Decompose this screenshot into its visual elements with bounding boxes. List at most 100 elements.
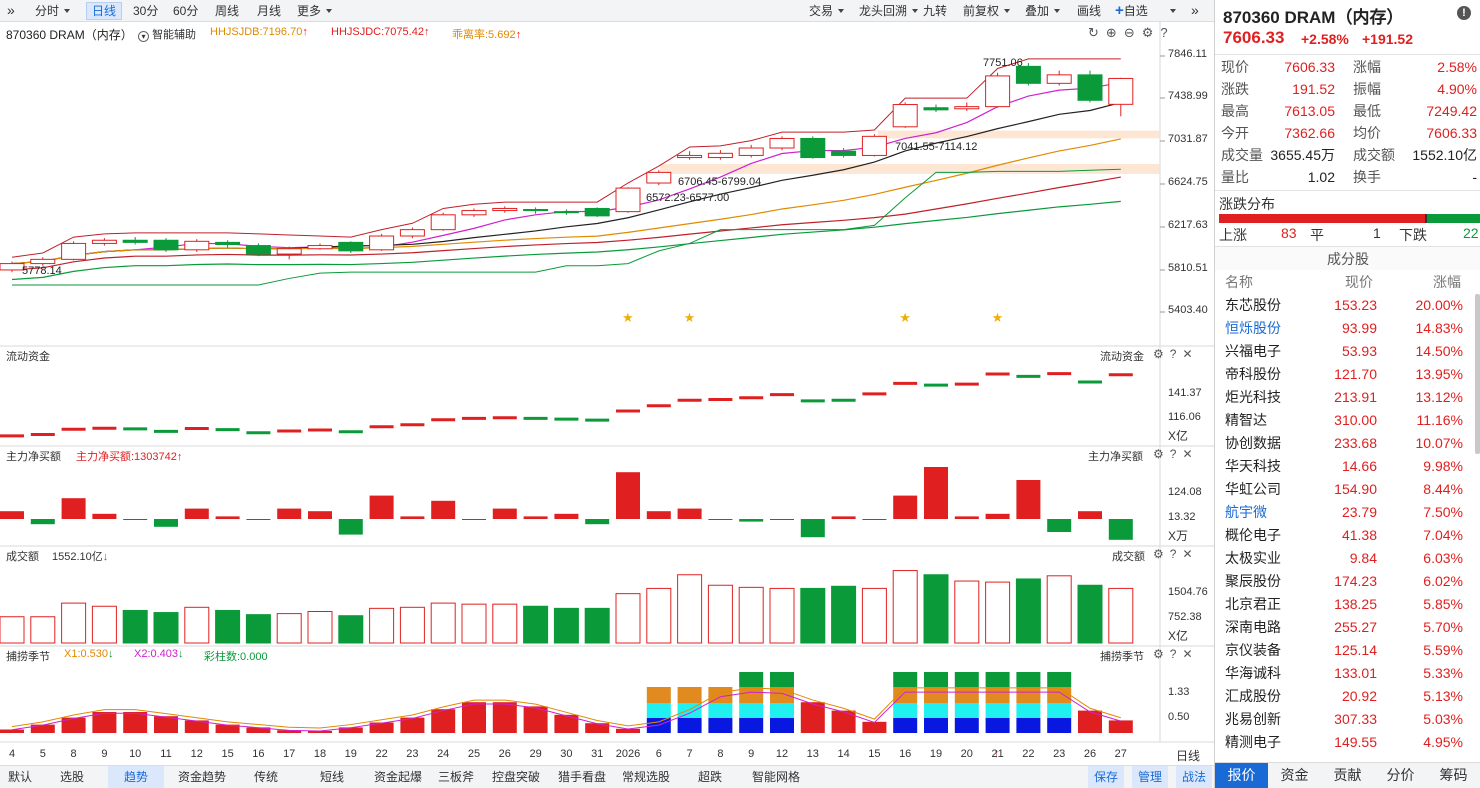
candle-body — [615, 187, 641, 213]
adjust-menu[interactable]: 前复权 — [958, 2, 1015, 20]
constituent-row[interactable]: 华海诚科 133.01 5.33% — [1215, 662, 1480, 685]
strategy-default[interactable]: 默认 — [8, 770, 33, 784]
constituent-row[interactable]: 汇成股份 20.92 5.13% — [1215, 685, 1480, 708]
help-icon[interactable]: ? — [1169, 347, 1183, 361]
strategy-control-break[interactable]: 控盘突破 — [492, 770, 541, 784]
x-tick: 15 — [868, 748, 881, 760]
info-icon[interactable]: ! — [1457, 6, 1471, 20]
tab-quote[interactable]: 报价 — [1215, 763, 1268, 788]
minus-icon[interactable]: ⊖ — [1123, 25, 1142, 40]
constituent-row[interactable]: 兆易创新 307.33 5.03% — [1215, 708, 1480, 731]
tab-chips[interactable]: 筹码 — [1439, 767, 1468, 783]
strategy-select[interactable]: 选股 — [60, 770, 85, 784]
settings-icon[interactable]: ⚙ — [1153, 647, 1170, 661]
help-icon[interactable]: ? — [1160, 25, 1175, 40]
strategy-fund-burst[interactable]: 资金起爆 — [374, 770, 423, 784]
x-tick: 26 — [498, 748, 511, 760]
add-icon[interactable]: ⊕ — [1105, 25, 1124, 40]
constituent-row[interactable]: 概伦电子 41.38 7.04% — [1215, 524, 1480, 547]
manage-button[interactable]: 管理 — [1132, 766, 1169, 788]
scrollbar[interactable] — [1475, 294, 1480, 454]
more-menu[interactable]: 更多 — [292, 2, 337, 20]
tab-contribution[interactable]: 贡献 — [1333, 767, 1362, 783]
refresh-icon[interactable]: ↻ — [1088, 25, 1106, 40]
constituent-row[interactable]: 北京君正 138.25 5.85% — [1215, 593, 1480, 616]
tab-funds[interactable]: 资金 — [1280, 767, 1309, 783]
settings-icon[interactable]: ⚙ — [1153, 347, 1170, 361]
season-bar-segment — [770, 672, 794, 687]
help-icon[interactable]: ? — [1169, 547, 1183, 561]
indicator-hhjsjdb-value: HHJSJDB:7196.70 — [210, 26, 303, 38]
stock-price: 138.25 — [1334, 596, 1377, 612]
constituent-row[interactable]: 恒烁股份 93.99 14.83% — [1215, 317, 1480, 340]
close-icon[interactable]: ✕ — [1182, 647, 1199, 661]
volume-bar — [553, 607, 579, 644]
candle-body — [461, 210, 487, 216]
help-icon[interactable]: ? — [1169, 447, 1183, 461]
constituent-row[interactable]: 精智达 310.00 11.16% — [1215, 409, 1480, 432]
season-bar — [431, 709, 456, 733]
tab-daily[interactable]: 日线 — [86, 2, 123, 20]
panel-icons-season: ⚙?✕ — [1153, 647, 1199, 661]
strategy-fund-trend[interactable]: 资金趋势 — [178, 770, 227, 784]
x-tick: 11 — [160, 748, 172, 760]
constituent-row[interactable]: 航宇微 23.79 7.50% — [1215, 501, 1480, 524]
constituent-row[interactable]: 帝科股份 121.70 13.95% — [1215, 363, 1480, 386]
constituent-row[interactable]: 东芯股份 153.23 20.00% — [1215, 294, 1480, 317]
strategy-short[interactable]: 短线 — [320, 770, 345, 784]
constituent-row[interactable]: 华天科技 14.66 9.98% — [1215, 455, 1480, 478]
tab-30min[interactable]: 30分 — [133, 4, 159, 18]
constituent-row[interactable]: 兴福电子 53.93 14.50% — [1215, 340, 1480, 363]
expand-icon[interactable]: » — [7, 2, 15, 18]
ma30-line — [11, 176, 1121, 271]
settings-icon[interactable]: ⚙ — [1141, 25, 1161, 40]
save-button[interactable]: 保存 — [1088, 766, 1125, 788]
mainbuy-bar — [585, 519, 610, 525]
leader-review-menu[interactable]: 龙头回溯 — [854, 2, 923, 20]
watchlist-dropdown[interactable] — [1160, 2, 1181, 20]
stock-change: 4.95% — [1423, 734, 1463, 750]
close-icon[interactable]: ✕ — [1182, 447, 1199, 461]
tab-60min[interactable]: 60分 — [173, 4, 199, 18]
strategy-oversold[interactable]: 超跌 — [698, 770, 723, 784]
strategy-bar: 默认 选股 趋势 资金趋势 传统 短线 资金起爆 三板斧 控盘突破 猎手看盘 常… — [0, 765, 1214, 788]
settings-icon[interactable]: ⚙ — [1153, 547, 1170, 561]
chart-area[interactable]: ★ ★ ★ ★ ↑ ↓ 870360 DRAM（内存） ▾ 智能辅助 HHJSJDB:71… — [0, 22, 1214, 765]
strategy-three-axe[interactable]: 三板斧 — [438, 770, 475, 784]
constituent-row[interactable]: 精测电子 149.55 4.95% — [1215, 731, 1480, 754]
collapse-icon[interactable]: » — [1191, 2, 1199, 18]
constituent-row[interactable]: 炬光科技 213.91 13.12% — [1215, 386, 1480, 409]
tab-price-dist[interactable]: 分价 — [1386, 767, 1415, 783]
draw-button[interactable]: 画线 — [1077, 4, 1102, 18]
overlay-menu[interactable]: 叠加 — [1020, 2, 1065, 20]
candle-body — [1015, 65, 1041, 84]
add-watchlist-button[interactable]: +自选 — [1115, 2, 1148, 19]
season-bar — [862, 721, 887, 733]
constituent-row[interactable]: 华虹公司 154.90 8.44% — [1215, 478, 1480, 501]
tab-monthly[interactable]: 月线 — [257, 4, 282, 18]
settings-icon[interactable]: ⚙ — [1153, 447, 1170, 461]
x-tick: 24 — [437, 748, 450, 760]
smart-assist-toggle[interactable]: ▾ 智能辅助 — [138, 26, 196, 42]
strategy-grid[interactable]: 智能网格 — [752, 770, 801, 784]
mainbuy-bar — [308, 511, 332, 519]
trade-menu[interactable]: 交易 — [804, 2, 849, 20]
constituent-row[interactable]: 京仪装备 125.14 5.59% — [1215, 639, 1480, 662]
help-icon[interactable]: ? — [1169, 647, 1183, 661]
close-icon[interactable]: ✕ — [1182, 347, 1199, 361]
tab-intraday[interactable]: 分时 — [30, 2, 75, 20]
close-icon[interactable]: ✕ — [1182, 547, 1199, 561]
tactics-button[interactable]: 战法 — [1176, 766, 1213, 788]
constituent-row[interactable]: 深南电路 255.27 5.70% — [1215, 616, 1480, 639]
strategy-traditional[interactable]: 传统 — [254, 770, 279, 784]
constituent-row[interactable]: 太极实业 9.84 6.03% — [1215, 547, 1480, 570]
constituent-row[interactable]: 聚辰股份 174.23 6.02% — [1215, 570, 1480, 593]
x-tick: 10 — [129, 748, 142, 760]
strategy-trend[interactable]: 趋势 — [108, 766, 165, 788]
constituent-row[interactable]: 协创数据 233.68 10.07% — [1215, 432, 1480, 455]
strategy-hunter[interactable]: 猎手看盘 — [558, 770, 607, 784]
strategy-regular[interactable]: 常规选股 — [622, 770, 671, 784]
quote-value: 2.58% — [1437, 59, 1477, 75]
nine-turn-button[interactable]: 九转 — [923, 4, 948, 18]
tab-weekly[interactable]: 周线 — [215, 4, 240, 18]
